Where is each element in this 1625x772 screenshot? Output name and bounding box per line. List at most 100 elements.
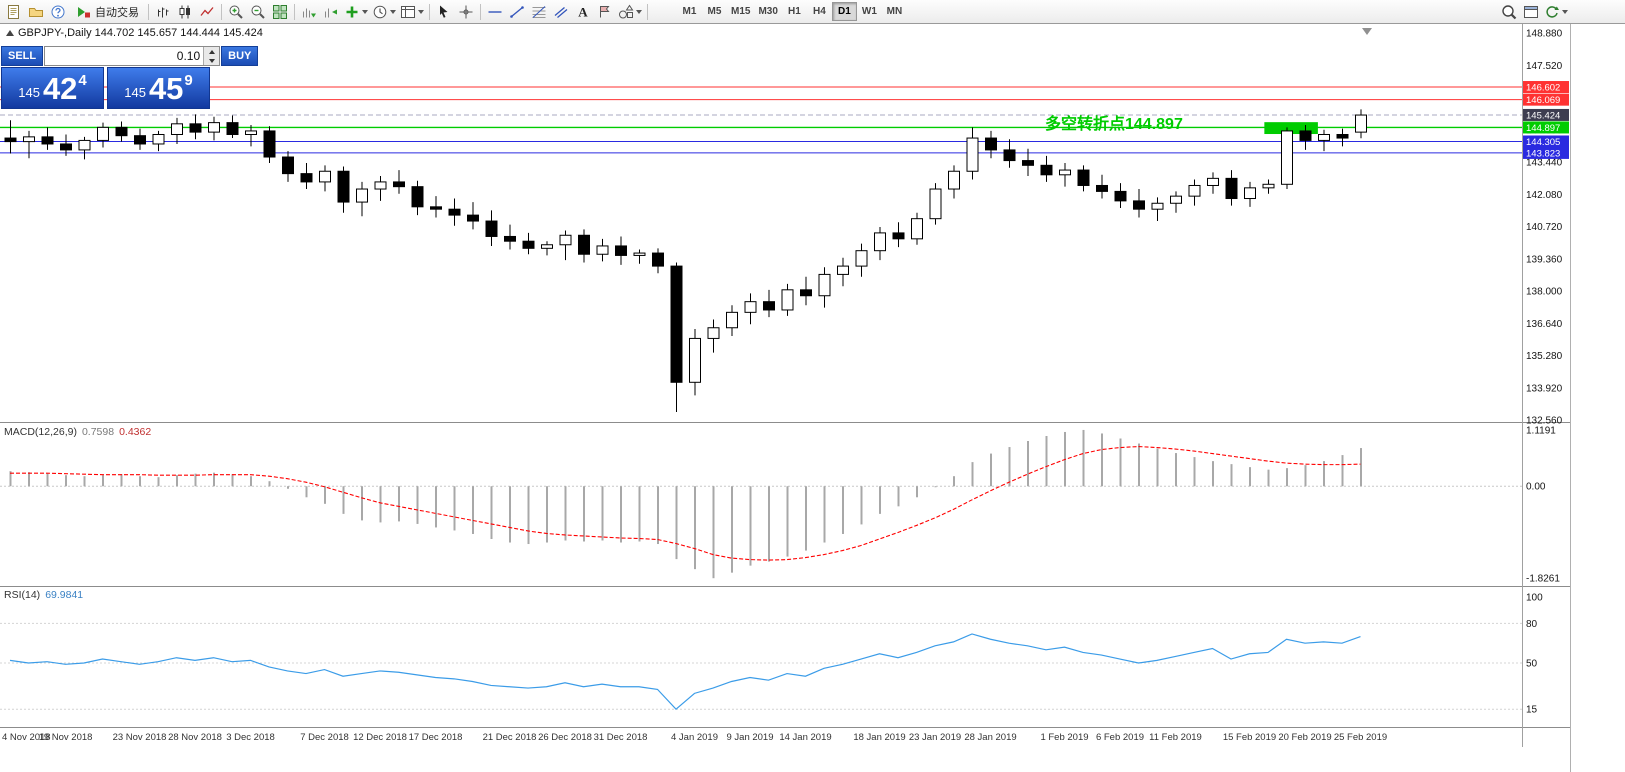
- horizontal-line-tool-button[interactable]: [484, 2, 506, 22]
- level-price-badge: [1523, 135, 1569, 148]
- search-icon: [1502, 4, 1517, 19]
- more-tools-button[interactable]: [1542, 2, 1570, 22]
- timeframe-button-w1[interactable]: W1: [857, 2, 882, 21]
- new-order-button[interactable]: [3, 2, 25, 22]
- fibonacci-tool-button[interactable]: [528, 2, 550, 22]
- refresh-icon: [1546, 5, 1559, 18]
- spinner-up-icon: [208, 49, 215, 54]
- candle: [78, 139, 91, 151]
- search-button[interactable]: [1498, 2, 1520, 22]
- price-axis-label: 147.520: [1526, 61, 1563, 72]
- candle: [1114, 190, 1127, 202]
- date-axis-label: 28 Jan 2019: [964, 732, 1016, 743]
- timeframe-button-d1[interactable]: D1: [831, 2, 857, 21]
- volume-input[interactable]: [45, 47, 204, 65]
- sell-price-button[interactable]: 145 42 4: [1, 67, 104, 109]
- candle: [189, 123, 202, 133]
- cursor-icon: [440, 5, 448, 18]
- date-axis-label: 20 Feb 2019: [1278, 732, 1331, 743]
- rsi-axis-label: 15: [1526, 705, 1538, 716]
- buy-price-sup: 9: [184, 71, 193, 89]
- timeframe-button-m15[interactable]: M15: [727, 2, 754, 21]
- new-window-button[interactable]: [1520, 2, 1542, 22]
- macd-name: MACD(12,26,9): [4, 426, 77, 438]
- highlight-zone[interactable]: [1264, 122, 1318, 135]
- toolbar: 自动交易 A M1 M5 M15 M30 H1 H4 D1 W1 MN: [0, 0, 1625, 24]
- periods-menu-button[interactable]: [370, 2, 398, 22]
- candle: [855, 250, 868, 267]
- dropdown-caret-icon: [418, 9, 424, 14]
- help-button[interactable]: [47, 2, 69, 22]
- buy-price-button[interactable]: 145 45 9: [107, 67, 210, 109]
- date-axis-label: 17 Dec 2018: [409, 732, 463, 743]
- window-icon: [1524, 5, 1538, 18]
- price-axis-label: 136.640: [1526, 319, 1563, 330]
- rsi-line: [9, 633, 1361, 711]
- candle: [1022, 160, 1034, 166]
- buy-button[interactable]: BUY: [221, 46, 259, 66]
- auto-scroll-button[interactable]: [298, 2, 320, 22]
- level-price-badge-text: 144.305: [1526, 137, 1560, 148]
- line-chart-mode-button[interactable]: [196, 2, 218, 22]
- candle: [892, 232, 905, 240]
- bar-chart-mode-button[interactable]: [152, 2, 174, 22]
- rsi-axis-label: 80: [1526, 619, 1538, 630]
- macd-signal-value: 0.4362: [119, 426, 152, 438]
- chart-ohlc-label: GBPJPY-,Daily 144.702 145.657 144.444 14…: [6, 27, 263, 39]
- indicators-menu-button[interactable]: [342, 2, 370, 22]
- dropdown-caret-icon: [1562, 9, 1568, 14]
- timeframe-button-mn[interactable]: MN: [882, 2, 907, 21]
- crosshair-tool-button[interactable]: [455, 2, 477, 22]
- label-tool-button[interactable]: [594, 2, 616, 22]
- date-axis-label: 7 Dec 2018: [300, 732, 349, 743]
- equidistant-channel-tool-button[interactable]: [550, 2, 572, 22]
- level-price-badge-text: 146.069: [1526, 95, 1560, 106]
- timeframe-button-m30[interactable]: M30: [754, 2, 781, 21]
- trendline-tool-button[interactable]: [506, 2, 528, 22]
- timeframe-button-m1[interactable]: M1: [677, 2, 702, 21]
- timeframe-button-h4[interactable]: H4: [807, 2, 832, 21]
- templates-menu-button[interactable]: [398, 2, 426, 22]
- dropdown-caret-icon: [362, 9, 368, 14]
- shapes-icon: [619, 4, 634, 18]
- buy-price-prefix: 145: [124, 84, 146, 100]
- autotrading-label: 自动交易: [95, 6, 139, 19]
- candle: [152, 133, 165, 145]
- zoom-out-button[interactable]: [247, 2, 269, 22]
- cursor-tool-button[interactable]: [433, 2, 455, 22]
- timeframe-toolbar: M1 M5 M15 M30 H1 H4 D1 W1 MN: [677, 2, 907, 21]
- candle: [1133, 200, 1145, 210]
- linechart-icon: [200, 6, 214, 16]
- folder-icon: [29, 7, 43, 17]
- tile-windows-button[interactable]: [269, 2, 291, 22]
- candle: [263, 130, 276, 158]
- volume-control: [44, 46, 221, 66]
- zoom-in-button[interactable]: [225, 2, 247, 22]
- text-tool-button[interactable]: A: [572, 2, 594, 22]
- candle: [1299, 130, 1312, 141]
- level-price-badge-text: 143.823: [1526, 148, 1560, 159]
- toolbar-separator: [221, 3, 222, 20]
- chart-shift-marker-icon[interactable]: [1362, 28, 1372, 35]
- timeframe-button-h1[interactable]: H1: [782, 2, 807, 21]
- volume-down-button[interactable]: [204, 56, 220, 65]
- chart-shift-button[interactable]: [320, 2, 342, 22]
- candlestick-chart-mode-button[interactable]: [174, 2, 196, 22]
- candle: [97, 126, 109, 141]
- label-icon: [600, 5, 610, 17]
- toolbar-separator: [294, 3, 295, 20]
- profiles-button[interactable]: [25, 2, 47, 22]
- candle: [430, 206, 442, 210]
- level-price-badge: [1523, 81, 1569, 94]
- shapes-tool-button[interactable]: [616, 2, 644, 22]
- plus-icon: [346, 6, 358, 17]
- candle: [874, 232, 886, 252]
- timeframe-button-m5[interactable]: M5: [702, 2, 727, 21]
- sell-button[interactable]: SELL: [1, 46, 44, 66]
- date-axis-label: 18 Jan 2019: [853, 732, 905, 743]
- autotrading-button[interactable]: 自动交易: [69, 2, 145, 22]
- volume-up-button[interactable]: [204, 47, 220, 56]
- clock-icon: [373, 5, 387, 18]
- date-axis-label: 6 Feb 2019: [1096, 732, 1144, 743]
